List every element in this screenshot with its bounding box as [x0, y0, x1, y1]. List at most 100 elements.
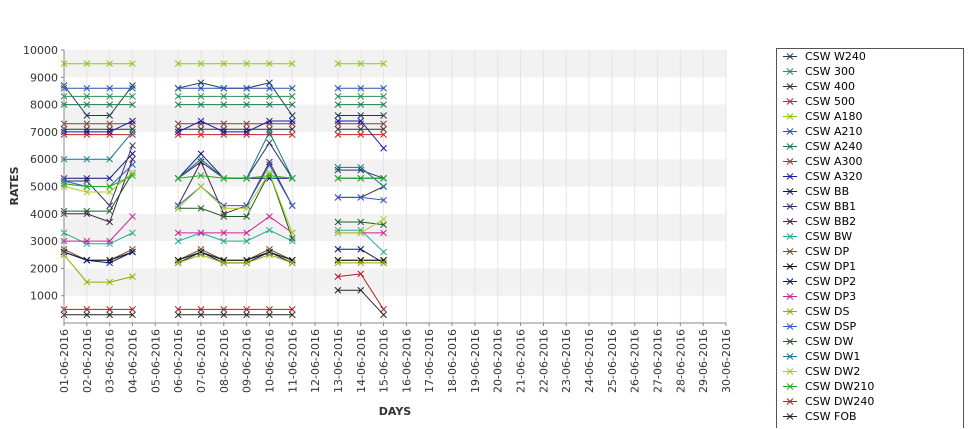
data-point	[220, 213, 228, 220]
data-point	[106, 120, 114, 128]
x-tick-label: 12-06-2016	[309, 329, 322, 393]
legend-item: CSW A180	[777, 109, 963, 124]
x-tick-label: 29-06-2016	[697, 329, 710, 393]
data-point	[334, 164, 342, 171]
data-point	[220, 311, 228, 319]
data-point	[334, 84, 342, 92]
data-point	[106, 128, 114, 136]
data-point	[106, 101, 114, 108]
legend-marker-icon	[783, 351, 797, 362]
data-point	[243, 204, 250, 212]
data-point	[334, 117, 342, 125]
series	[60, 169, 387, 237]
grid-bands	[63, 50, 727, 323]
data-point	[83, 112, 91, 119]
data-point	[380, 120, 387, 128]
data-point	[197, 248, 205, 256]
legend-label: CSW BW	[805, 230, 853, 243]
x-tick-label: 27-06-2016	[652, 329, 665, 393]
data-point	[129, 161, 136, 169]
data-point	[197, 158, 205, 166]
data-point	[220, 229, 228, 237]
legend-item: CSW DP	[777, 244, 963, 259]
data-point	[197, 251, 205, 259]
data-point	[266, 84, 273, 92]
legend-marker-icon	[783, 276, 797, 287]
y-tick-label: 10000	[23, 44, 58, 57]
data-point	[288, 311, 296, 319]
data-point	[243, 305, 250, 313]
data-point	[288, 120, 296, 128]
data-point	[288, 305, 296, 313]
data-point	[83, 311, 91, 319]
legend-label: CSW 500	[805, 95, 856, 108]
data-point	[243, 93, 250, 100]
legend-marker-icon	[783, 186, 797, 197]
legend-marker-icon	[783, 411, 797, 422]
x-tick-label: 07-06-2016	[195, 329, 208, 393]
data-point	[357, 194, 365, 201]
data-point	[357, 166, 365, 174]
data-point	[380, 196, 387, 204]
data-point	[357, 259, 365, 267]
data-point	[380, 60, 387, 68]
data-point	[129, 311, 136, 319]
data-point	[380, 305, 387, 313]
legend-item: CSW BB	[777, 184, 963, 199]
grid-band	[64, 295, 726, 323]
data-point	[243, 120, 250, 128]
x-tick-label: 04-06-2016	[126, 329, 139, 393]
data-point	[288, 259, 296, 267]
data-point	[357, 60, 365, 68]
x-axis-label: DAYS	[379, 405, 412, 418]
data-point	[174, 101, 182, 108]
data-point	[243, 202, 250, 209]
data-point	[106, 183, 114, 190]
legend-label: CSW 300	[805, 65, 856, 78]
legend-item: CSW DP1	[777, 259, 963, 274]
y-tick-label: 7000	[30, 126, 58, 139]
data-point	[288, 235, 296, 242]
data-point	[357, 93, 365, 100]
data-point	[243, 237, 250, 245]
data-point	[129, 245, 136, 253]
data-point	[380, 131, 387, 138]
data-point	[357, 84, 365, 92]
legend-label: CSW DS	[805, 305, 850, 318]
data-point	[266, 248, 273, 256]
data-point	[357, 125, 365, 133]
data-point	[83, 237, 91, 245]
data-point	[288, 84, 296, 92]
data-point	[197, 155, 205, 163]
data-point	[174, 229, 182, 237]
x-tick-label: 25-06-2016	[606, 329, 619, 393]
data-point	[266, 60, 273, 68]
data-point	[357, 174, 365, 182]
data-point	[83, 207, 91, 215]
legend-marker-icon	[783, 306, 797, 317]
data-point	[288, 174, 296, 182]
x-tick-label: 18-06-2016	[446, 329, 459, 393]
y-axis-label: RATES	[8, 166, 21, 205]
data-point	[83, 155, 91, 163]
data-point	[380, 215, 387, 223]
legend-item: CSW 400	[777, 79, 963, 94]
data-point	[380, 93, 387, 100]
data-point	[174, 305, 182, 313]
data-point	[288, 117, 296, 125]
data-point	[197, 305, 205, 313]
grid-band	[64, 131, 726, 160]
data-point	[266, 139, 273, 147]
data-point	[243, 101, 250, 108]
x-tick-label: 21-06-2016	[515, 329, 528, 393]
data-point	[129, 213, 136, 220]
data-point	[220, 237, 228, 245]
legend-label: CSW A240	[805, 140, 863, 153]
data-point	[106, 174, 114, 182]
x-tick-label: 23-06-2016	[560, 329, 573, 393]
x-tick-label: 26-06-2016	[629, 329, 642, 393]
data-point	[106, 311, 114, 319]
data-point	[266, 128, 273, 136]
data-point	[266, 169, 273, 177]
data-point	[197, 117, 205, 125]
